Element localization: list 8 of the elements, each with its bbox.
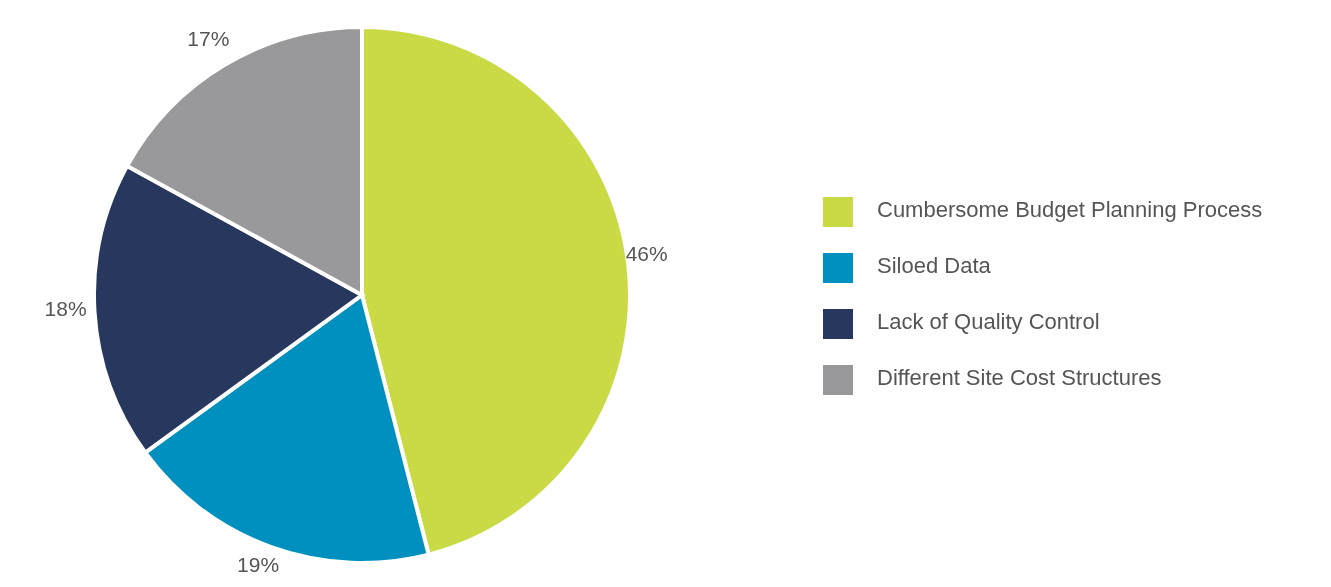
data-label: 19% xyxy=(237,553,280,577)
legend-label: Cumbersome Budget Planning Process xyxy=(877,196,1263,222)
data-label: 46% xyxy=(625,241,668,265)
data-label: 18% xyxy=(44,296,87,320)
legend-label: Lack of Quality Control xyxy=(877,308,1100,334)
legend-label: Different Site Cost Structures xyxy=(877,364,1162,390)
data-label: 17% xyxy=(187,27,230,51)
legend-label: Siloed Data xyxy=(877,252,991,278)
